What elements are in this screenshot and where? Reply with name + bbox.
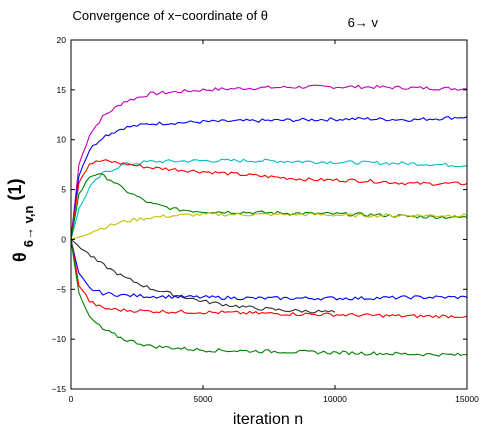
x-tick-label: 15000: [455, 394, 479, 404]
series-layer: [70, 84, 468, 357]
y-tick-label: 20: [57, 35, 67, 45]
y-axis-label-superscript: (1): [5, 179, 25, 201]
x-axis-label: iteration n: [233, 411, 303, 428]
y-tick-label: −15: [52, 384, 67, 394]
series-line-6: [70, 212, 468, 240]
y-tick-label: 0: [61, 234, 66, 244]
chart-title-group: Convergence of x−coordinate of θ 6→ v: [73, 8, 379, 30]
x-tick-label: 0: [69, 394, 74, 404]
series-line-1: [70, 84, 468, 240]
y-tick-label: 5: [61, 185, 66, 195]
series-line-3: [70, 158, 468, 240]
series-line-4: [70, 159, 468, 240]
series-line-7: [70, 238, 336, 314]
y-axis-label-subscript: 6→ v,n: [21, 206, 36, 248]
x-tick-label: 5000: [194, 394, 213, 404]
chart-title-subscript: 6→ v: [348, 15, 379, 30]
series-line-9: [70, 239, 468, 319]
ticks-layer: 0 5000 10000 15000 −15 −10 −5 0 5 10 15 20: [52, 35, 480, 404]
chart-title: Convergence of x−coordinate of θ: [73, 8, 269, 23]
series-line-10: [70, 239, 468, 357]
plot-frame: [70, 39, 468, 390]
y-tick-label: 10: [57, 135, 67, 145]
x-tick-label: 10000: [323, 394, 347, 404]
y-tick-label: −5: [56, 284, 66, 294]
svg-text:θ 6→ v,n (1): θ 6→ v,n (1): [5, 179, 37, 262]
y-tick-label: 15: [57, 85, 67, 95]
y-axis-label: θ 6→ v,n (1): [5, 179, 37, 262]
series-line-8: [70, 239, 468, 301]
y-tick-label: −10: [52, 334, 67, 344]
y-axis-label-main: θ: [10, 252, 30, 262]
series-line-2: [70, 116, 468, 240]
